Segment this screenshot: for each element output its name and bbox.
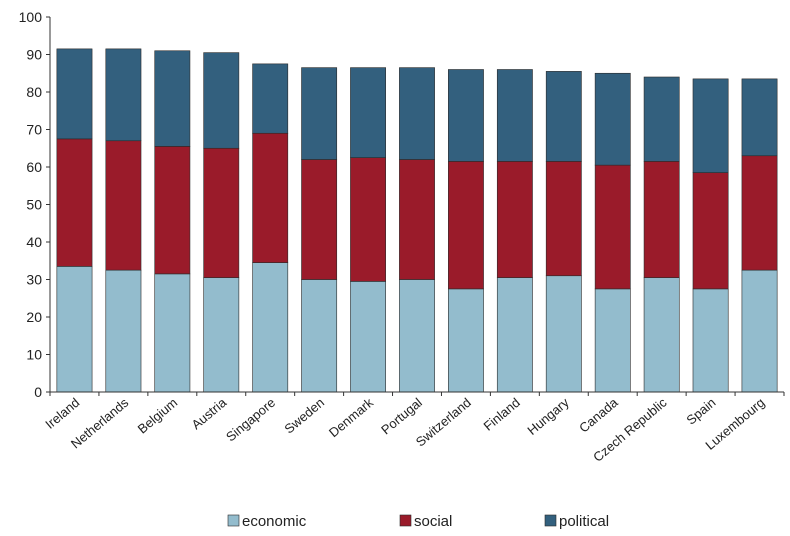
bar-segment-economic [692,288,729,393]
bar-segment-social [301,159,338,280]
bar-segment-economic [643,277,680,393]
x-tick-label: Finland [480,395,522,434]
x-tick-label: Belgium [135,395,181,437]
bar-segment-social [350,157,386,282]
y-tick-label: 0 [34,384,42,400]
x-tick-label: Austria [189,394,230,432]
y-tick-label: 10 [26,347,42,363]
bar-segment-social [105,140,142,271]
y-tick-label: 80 [26,84,42,100]
bar-segment-social [692,172,729,290]
bar-segment-political [154,50,191,147]
bar-segment-political [496,69,533,162]
x-tick-label: Ireland [42,395,82,432]
y-tick-label: 30 [26,272,42,288]
bar-segment-political [399,67,435,160]
legend-item-political: political [544,513,609,530]
x-tick-label: Spain [683,395,718,428]
legend-swatch [227,514,240,527]
bar-segment-economic [154,273,191,393]
legend: economic social political [227,513,609,530]
bar-segment-economic [545,275,582,393]
bar-segment-social [252,132,289,263]
legend-swatch [544,514,557,527]
bar-segment-economic [496,277,533,393]
bar-segment-social [594,164,631,290]
bar-segment-political [594,72,631,166]
bar-segment-political [105,48,142,142]
bar-segment-political [350,67,386,158]
bar-segment-economic [741,269,778,393]
y-tick-label: 100 [19,9,43,25]
bar-segment-political [301,67,338,160]
bar-segment-political [203,52,240,149]
y-tick-label: 40 [26,234,42,250]
bar-segment-political [545,71,582,162]
bar-segment-social [448,161,484,290]
bar-segment-social [741,155,778,271]
bar-segment-economic [594,288,631,393]
x-tick-label: Portugal [378,395,425,438]
bar-segment-political [252,63,289,134]
bar-segment-economic [301,279,338,393]
bar-segment-economic [399,279,435,393]
y-tick-label: 70 [26,122,42,138]
bar-segment-social [496,161,533,278]
bar-segment-social [154,146,191,275]
bars [56,48,778,393]
legend-label: social [414,513,452,530]
y-tick-label: 90 [26,47,42,63]
x-tick-label: Denmark [326,394,376,440]
bar-segment-social [399,159,435,280]
legend-label: economic [242,513,307,530]
bar-segment-political [741,78,778,157]
bar-segment-political [56,48,93,140]
bar-segment-economic [203,277,240,393]
x-tick-label: Sweden [281,395,327,437]
x-tick-label: Canada [576,394,621,435]
bar-segment-political [692,78,729,173]
y-tick-label: 50 [26,197,42,213]
bar-segment-political [643,76,680,162]
legend-swatch [399,514,412,527]
y-tick-label: 60 [26,159,42,175]
bar-segment-economic [56,266,93,393]
y-axis: 0 10 20 30 40 50 60 70 80 90 100 [19,9,51,400]
legend-label: political [559,513,609,530]
bar-segment-social [545,161,582,277]
y-tick-label: 20 [26,309,42,325]
bar-segment-social [56,138,93,267]
x-tick-label: Singapore [223,395,278,445]
bar-segment-political [448,69,484,162]
x-tick-label: Hungary [524,394,572,437]
legend-item-social: social [399,513,452,530]
bar-segment-economic [252,262,289,393]
bar-segment-economic [105,269,142,393]
bar-segment-economic [350,281,386,393]
legend-item-economic: economic [227,513,307,530]
bar-segment-social [643,161,680,278]
bar-segment-social [203,147,240,278]
bar-segment-economic [448,288,484,393]
